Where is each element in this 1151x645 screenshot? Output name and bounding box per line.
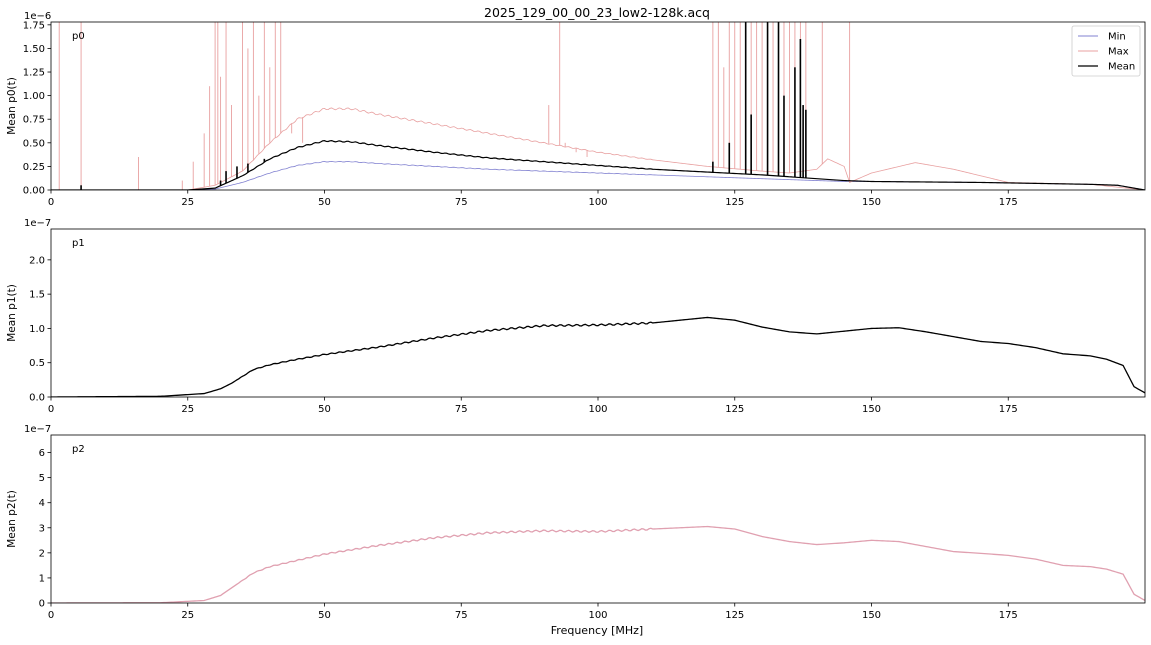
- x-tick-label: 75: [455, 404, 468, 415]
- x-tick-label: 125: [725, 404, 744, 415]
- y-tick-label: 0.5: [29, 358, 45, 369]
- x-tick-label: 100: [588, 404, 607, 415]
- y-tick-label: 1.5: [29, 290, 45, 301]
- y-tick-label: 0.50: [23, 138, 45, 149]
- y-axis-label: Mean p0(t): [6, 77, 18, 135]
- y-axis-label: Mean p2(t): [6, 490, 18, 548]
- panel-label: p2: [72, 444, 85, 455]
- legend-box: [1071, 25, 1141, 77]
- y-tick-label: 0.75: [23, 115, 45, 126]
- series-line-mean: [51, 525, 1145, 603]
- y-tick-label: 1.0: [29, 324, 45, 335]
- y-offset-text: 1e−7: [24, 218, 51, 229]
- y-tick-label: 1.50: [23, 44, 45, 55]
- x-tick-label: 25: [181, 197, 194, 208]
- y-tick-label: 5: [39, 473, 45, 484]
- x-tick-label: 0: [48, 197, 54, 208]
- x-tick-label: 175: [999, 610, 1018, 621]
- x-tick-label: 175: [999, 197, 1018, 208]
- y-tick-label: 1.75: [23, 20, 45, 31]
- x-tick-label: 0: [48, 610, 54, 621]
- y-tick-label: 1.00: [23, 91, 45, 102]
- y-tick-label: 1.25: [23, 68, 45, 79]
- panel-p1: 0 25 50 75 100 125 150 175 0.0 0.5 1.0 1.5 2.0 1e−7 Me…: [6, 218, 1146, 415]
- y-tick-label: 6: [39, 448, 45, 459]
- panel-p2: 0 25 50 75 100 125 150 175 0 1 2 3 4 5 6 1e−7 Mean p2(t)…: [6, 424, 1146, 621]
- y-tick-label: 0.0: [29, 393, 45, 404]
- y-axis-label: Mean p1(t): [6, 284, 18, 342]
- x-tick-label: 75: [455, 197, 468, 208]
- legend-label-min: Min: [1108, 32, 1126, 43]
- x-tick-label: 25: [181, 404, 194, 415]
- x-tick-label: 150: [862, 404, 881, 415]
- chart-title: 2025_129_00_00_23_low2-128k.acq: [484, 5, 710, 20]
- series-line-mean: [51, 140, 1145, 190]
- x-tick-label: 50: [318, 610, 331, 621]
- y-offset-text: 1e−6: [24, 11, 51, 22]
- y-tick-label: 0: [39, 599, 45, 610]
- x-tick-label: 100: [588, 610, 607, 621]
- panel-label: p0: [72, 31, 85, 42]
- x-tick-label: 25: [181, 610, 194, 621]
- panel-label: p1: [72, 238, 85, 249]
- y-tick-label: 3: [39, 523, 45, 534]
- axes-frame: [50, 434, 1146, 604]
- x-tick-label: 125: [725, 197, 744, 208]
- axes-frame: [50, 228, 1146, 398]
- x-tick-label: 125: [725, 610, 744, 621]
- legend-label-max: Max: [1108, 47, 1129, 58]
- legend: Min Max Mean: [1071, 25, 1141, 77]
- plot-area: [51, 316, 1145, 397]
- y-tick-label: 0.25: [23, 162, 45, 173]
- y-tick-label: 2.0: [29, 255, 45, 266]
- series-line-max: [51, 107, 1145, 190]
- x-axis-label: Frequency [MHz]: [551, 624, 643, 637]
- legend-label-mean: Mean: [1108, 62, 1135, 73]
- x-tick-label: 50: [318, 197, 331, 208]
- y-tick-label: 1: [39, 573, 45, 584]
- x-tick-label: 175: [999, 404, 1018, 415]
- x-tick-label: 75: [455, 610, 468, 621]
- plot-area: [51, 525, 1145, 603]
- y-tick-label: 4: [39, 498, 45, 509]
- series-line-mean: [51, 316, 1145, 397]
- x-tick-label: 100: [588, 197, 607, 208]
- y-offset-text: 1e−7: [24, 424, 51, 435]
- x-tick-label: 50: [318, 404, 331, 415]
- plot-area: [51, 22, 1145, 190]
- x-tick-label: 150: [862, 610, 881, 621]
- x-tick-label: 0: [48, 404, 54, 415]
- panel-p0: 0 25 50 75 100 125 150 175 0.00 0.25 0.50 0.75 1.00 1…: [6, 11, 1146, 208]
- y-tick-label: 0.00: [23, 186, 45, 197]
- x-tick-label: 150: [862, 197, 881, 208]
- y-tick-label: 2: [39, 548, 45, 559]
